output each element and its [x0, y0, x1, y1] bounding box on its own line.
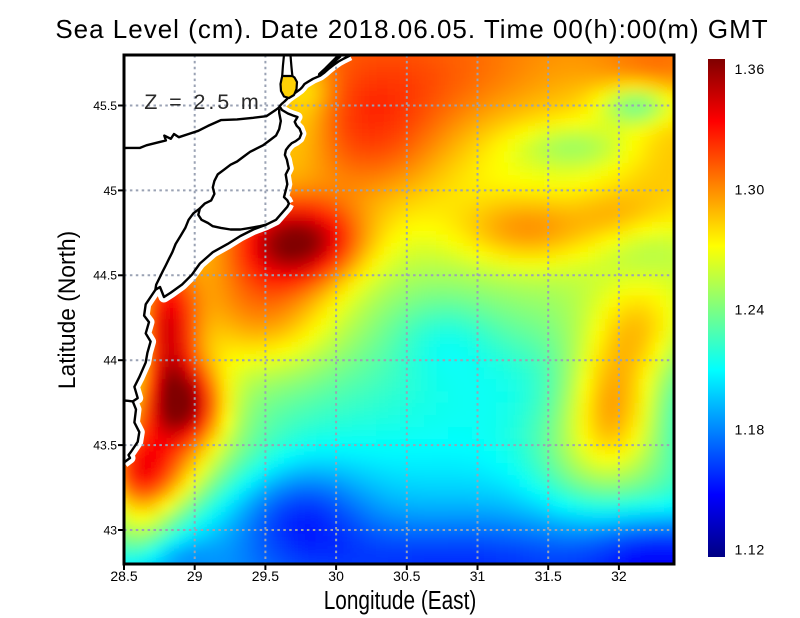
- svg-text:Latitude (North): Latitude (North): [53, 231, 80, 389]
- svg-text:31: 31: [470, 568, 486, 584]
- svg-text:Z = 2.5 m: Z = 2.5 m: [144, 90, 262, 114]
- svg-text:1.18: 1.18: [735, 423, 765, 439]
- svg-text:44: 44: [103, 354, 117, 368]
- svg-text:1.12: 1.12: [735, 543, 765, 559]
- svg-text:30.5: 30.5: [393, 568, 420, 584]
- svg-text:31.5: 31.5: [535, 568, 562, 584]
- svg-text:30: 30: [328, 568, 344, 584]
- svg-text:43.5: 43.5: [93, 439, 117, 453]
- svg-text:29.5: 29.5: [252, 568, 279, 584]
- svg-text:43: 43: [103, 523, 117, 537]
- svg-text:Longitude (East): Longitude (East): [324, 586, 477, 615]
- svg-text:45.5: 45.5: [93, 99, 117, 113]
- svg-text:1.30: 1.30: [735, 182, 765, 198]
- svg-text:45: 45: [103, 184, 117, 198]
- svg-text:44.5: 44.5: [93, 269, 117, 283]
- svg-text:Sea Level (cm). Date 2018.06.0: Sea Level (cm). Date 2018.06.05. Time 00…: [55, 14, 768, 44]
- svg-text:1.24: 1.24: [735, 302, 765, 318]
- svg-text:29: 29: [187, 568, 203, 584]
- svg-text:1.36: 1.36: [735, 62, 765, 78]
- svg-text:28.5: 28.5: [110, 568, 137, 584]
- svg-text:32: 32: [611, 568, 627, 584]
